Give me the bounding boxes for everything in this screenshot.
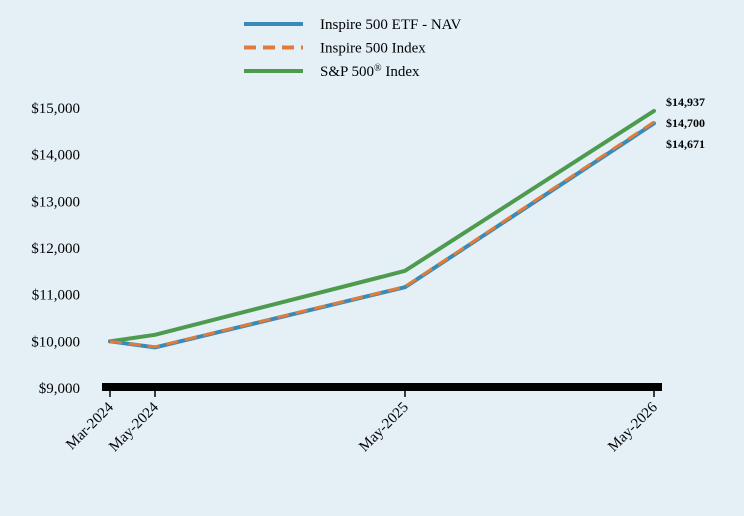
end-value-label: $14,700 <box>666 116 705 130</box>
y-tick-label: $12,000 <box>31 241 80 257</box>
end-value-label: $14,937 <box>666 95 705 109</box>
legend-label: Inspire 500 ETF - NAV <box>320 17 462 33</box>
series-line <box>108 108 656 344</box>
series-line <box>109 120 655 349</box>
legend-suffix: Index <box>382 64 420 80</box>
y-axis: $9,000 $10,000 $11,000 $12,000 $13,000 $14,00… <box>31 101 80 397</box>
legend: Inspire 500 ETF - NAV Inspire 500 Index S&… <box>244 17 462 80</box>
y-tick-label: $13,000 <box>31 194 80 210</box>
end-value-label: $14,671 <box>666 137 705 151</box>
y-tick-label: $14,000 <box>31 148 80 164</box>
end-value-labels: $14,937 $14,700 $14,671 <box>666 95 705 151</box>
y-tick-label: $15,000 <box>31 101 80 117</box>
y-tick-label: $9,000 <box>39 381 80 397</box>
legend-label: Inspire 500 Index <box>320 41 426 57</box>
legend-superscript: ® <box>374 63 382 74</box>
legend-label: S&P 500® Index <box>320 63 420 81</box>
x-tick-label: May-2026 <box>605 399 661 455</box>
x-tick-label: May-2024 <box>106 399 162 455</box>
y-tick-label: $10,000 <box>31 334 80 350</box>
x-axis-line <box>102 383 662 391</box>
series-lines <box>108 108 656 350</box>
series-line <box>108 121 656 350</box>
y-tick-label: $11,000 <box>32 288 80 304</box>
x-tick-label: May-2025 <box>356 400 412 456</box>
